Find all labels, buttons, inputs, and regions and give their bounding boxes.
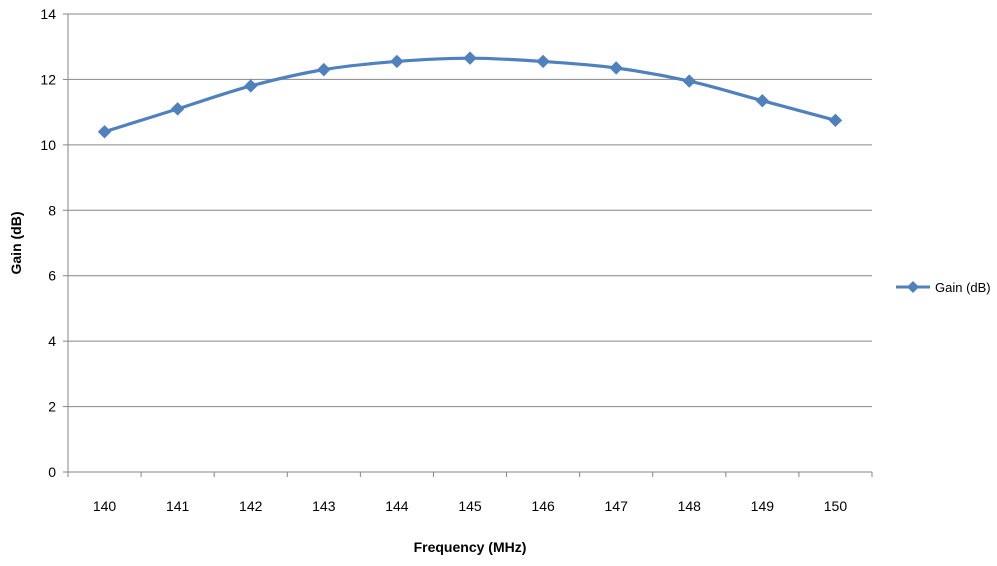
- data-point-marker: [390, 54, 404, 69]
- data-point-marker: [97, 125, 112, 139]
- y-tick-label: 14: [40, 6, 56, 22]
- y-tick-label: 0: [48, 464, 56, 480]
- x-tick-labels: 140 141 142 143 144 145 146 147 148 149 150: [93, 498, 847, 514]
- gridlines: [68, 13, 872, 408]
- x-tick-label: 143: [312, 498, 336, 514]
- x-tick-label: 149: [751, 498, 775, 514]
- data-point-marker: [463, 51, 477, 65]
- legend-label: Gain (dB): [935, 280, 991, 295]
- y-tick-label: 4: [48, 333, 56, 349]
- series-line: [102, 56, 838, 134]
- y-tick-label: 10: [40, 137, 56, 153]
- y-axis-title: Gain (dB): [8, 212, 24, 275]
- x-tick-label: 147: [605, 498, 629, 514]
- x-tick-label: 146: [531, 498, 555, 514]
- x-tick-label: 150: [824, 498, 848, 514]
- x-tick-label: 144: [385, 498, 409, 514]
- data-point-marker: [828, 113, 843, 128]
- x-tick-label: 145: [458, 498, 482, 514]
- x-tick-label: 140: [93, 498, 117, 514]
- legend-diamond-marker: [907, 281, 919, 293]
- y-tick-label: 12: [40, 71, 56, 87]
- data-point-marker: [317, 62, 331, 77]
- x-tick-label: 148: [678, 498, 702, 514]
- y-tick-labels: 0 2 4 6 8 10 12 14: [40, 6, 56, 480]
- axes: [63, 13, 873, 477]
- x-tick-label: 142: [239, 498, 263, 514]
- data-point-marker: [170, 102, 185, 116]
- data-point-marker: [609, 61, 623, 75]
- data-point-marker: [244, 79, 258, 93]
- x-tick-label: 141: [166, 498, 190, 514]
- y-tick-label: 6: [48, 268, 56, 284]
- legend: Gain (dB): [896, 280, 991, 295]
- y-tick-label: 8: [48, 202, 56, 218]
- data-point-marker: [536, 54, 550, 69]
- data-point-marker: [682, 74, 696, 88]
- x-axis-title: Frequency (MHz): [414, 539, 527, 555]
- data-point-marker: [755, 93, 770, 108]
- series-layer: [97, 51, 843, 139]
- y-tick-label: 2: [48, 399, 56, 415]
